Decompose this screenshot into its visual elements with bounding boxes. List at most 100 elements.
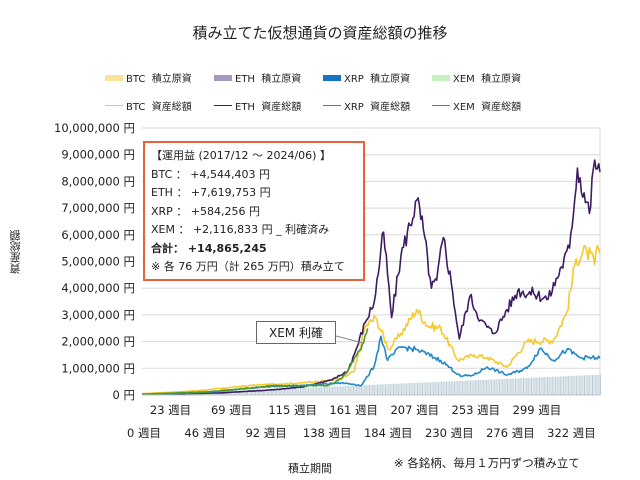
principal-bar (495, 379, 497, 395)
principal-bar (366, 385, 368, 395)
legend-swatch (214, 105, 232, 106)
principal-bar (581, 375, 583, 395)
principal-bar (582, 375, 584, 395)
principal-bar (237, 390, 239, 395)
principal-bar (426, 382, 428, 395)
principal-bar (479, 380, 481, 395)
x-tick-label: 161 週目 (329, 403, 378, 417)
principal-bar (546, 377, 548, 395)
principal-bar (419, 382, 421, 395)
principal-bar (354, 385, 356, 395)
principal-bar (459, 380, 461, 395)
principal-bar (477, 380, 479, 395)
principal-bar (463, 380, 465, 395)
principal-bar (315, 387, 317, 395)
x-tick-label: 230 週目 (425, 426, 474, 440)
principal-bar (322, 387, 324, 395)
principal-bar (504, 378, 506, 395)
summary-total: 合計： +14,865,245 (151, 241, 267, 255)
legend-swatch (432, 105, 450, 106)
principal-bar (278, 388, 280, 395)
principal-bar (398, 383, 400, 395)
footnote: ※ 各銘柄、毎月１万円ずつ積み立て (394, 456, 580, 470)
principal-bar (461, 380, 463, 395)
principal-bar (472, 380, 474, 395)
y-tick-label: 10,000,000 円 (54, 121, 135, 135)
series-line-btc (141, 244, 601, 395)
principal-bar (554, 376, 556, 395)
principal-bar (391, 383, 393, 395)
principal-bar (465, 380, 467, 395)
principal-bar (578, 375, 580, 395)
principal-bar (569, 376, 571, 395)
principal-bar (556, 376, 558, 395)
principal-bar (517, 378, 519, 395)
principal-bar (313, 387, 315, 395)
principal-bar (471, 380, 473, 395)
principal-bar (424, 382, 426, 395)
principal-bar (529, 377, 531, 395)
legend-item: XEM 資産総額 (432, 98, 521, 113)
principal-bar (369, 384, 371, 395)
principal-bar (386, 384, 388, 395)
principal-bar (268, 389, 270, 395)
principal-bar (365, 385, 367, 395)
principal-bar (435, 382, 437, 395)
principal-bar (600, 374, 601, 395)
principal-bar (521, 378, 523, 395)
principal-bar (431, 382, 433, 395)
principal-bar (596, 374, 598, 395)
principal-bar (264, 389, 266, 395)
principal-bar (585, 375, 587, 395)
principal-bar (439, 381, 441, 395)
principal-bar (544, 377, 546, 395)
x-tick-label: 299 週目 (513, 403, 562, 417)
principal-bar (562, 376, 564, 395)
principal-bar (402, 383, 404, 395)
principal-bar (384, 384, 386, 395)
x-tick-label: 46 週目 (184, 426, 225, 440)
principal-bar (289, 388, 291, 395)
series-line-eth (142, 159, 601, 396)
principal-bar (285, 388, 287, 395)
principal-bar (284, 388, 286, 395)
principal-bar (298, 388, 300, 395)
principal-bar (297, 388, 299, 395)
principal-bar (536, 377, 538, 395)
principal-bar (403, 383, 405, 395)
principal-bar (363, 385, 365, 395)
principal-bar (273, 389, 275, 395)
x-tick-label: 253 週目 (452, 403, 501, 417)
xem-callout: XEM 利確 (256, 321, 336, 344)
principal-bar (341, 386, 343, 395)
principal-bar (513, 378, 515, 395)
principal-bar (370, 384, 372, 395)
principal-bar (422, 382, 424, 395)
principal-bar (464, 380, 466, 395)
summary-btc: BTC ： +4,544,403 円 (151, 167, 270, 181)
principal-bar (524, 378, 526, 395)
x-tick-label: 276 週目 (486, 426, 535, 440)
principal-bar (317, 387, 319, 395)
principal-bar (242, 390, 244, 395)
principal-bar (436, 381, 438, 395)
principal-bar (489, 379, 491, 395)
legend-swatch (323, 74, 341, 81)
legend-label: ETH 資産総額 (235, 102, 302, 113)
x-tick-label: 69 週目 (211, 403, 252, 417)
y-tick-label: 7,000,000 円 (61, 201, 135, 215)
principal-bar (573, 375, 575, 395)
principal-bar (594, 374, 596, 395)
principal-bar (572, 375, 574, 395)
y-tick-label: 9,000,000 円 (61, 148, 135, 162)
principal-bar (460, 380, 462, 395)
legend-swatch (105, 105, 123, 106)
legend-swatch (323, 105, 341, 106)
chart-title: 積み立てた仮想通貨の資産総額の推移 (192, 24, 448, 42)
principal-bar (274, 389, 276, 395)
principal-bar (253, 390, 255, 395)
principal-bar (453, 381, 455, 395)
principal-bar (493, 379, 495, 395)
principal-bar (507, 378, 509, 395)
principal-bar (282, 388, 284, 395)
